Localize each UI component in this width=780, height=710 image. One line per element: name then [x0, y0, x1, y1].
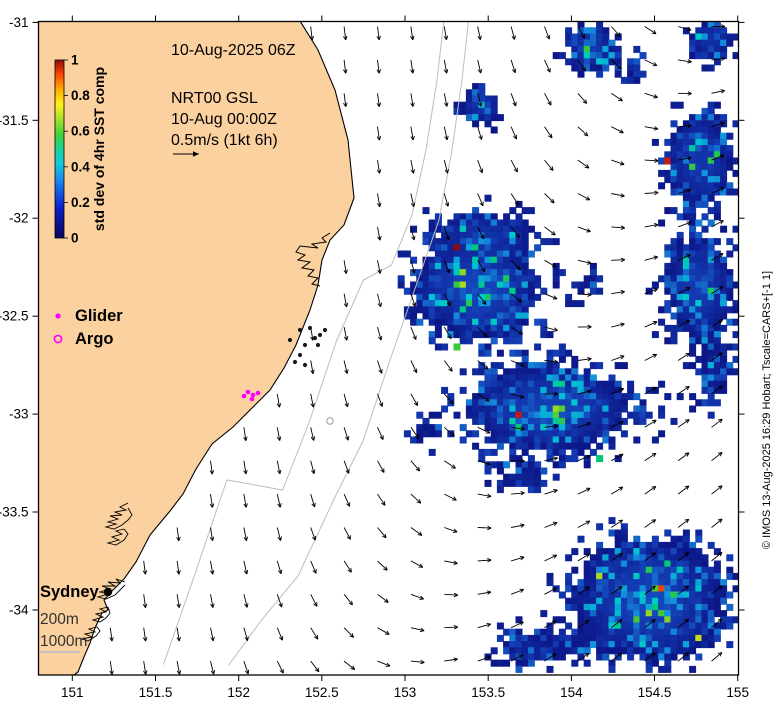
svg-text:154: 154: [560, 685, 583, 700]
svg-text:-33.5: -33.5: [0, 505, 29, 520]
svg-text:0.2: 0.2: [71, 195, 90, 210]
svg-text:10-Aug-2025 06Z: 10-Aug-2025 06Z: [171, 42, 296, 59]
svg-text:154.5: 154.5: [638, 685, 672, 700]
svg-text:200m: 200m: [40, 611, 79, 628]
svg-text:-34: -34: [9, 603, 29, 618]
svg-text:0.4: 0.4: [71, 159, 90, 174]
svg-text:0.8: 0.8: [71, 88, 90, 103]
svg-text:0.5m/s (1kt 6h): 0.5m/s (1kt 6h): [171, 132, 278, 149]
svg-text:1000m: 1000m: [40, 633, 87, 650]
svg-text:10-Aug 00:00Z: 10-Aug 00:00Z: [171, 111, 277, 128]
svg-text:151.5: 151.5: [139, 685, 173, 700]
svg-text:152.5: 152.5: [305, 685, 339, 700]
svg-text:std dev of 4hr SST comp: std dev of 4hr SST comp: [91, 67, 107, 231]
svg-text:NRT00 GSL: NRT00 GSL: [171, 90, 258, 107]
svg-text:Glider: Glider: [75, 307, 123, 325]
svg-text:153.5: 153.5: [471, 685, 505, 700]
svg-text:-33: -33: [9, 407, 29, 422]
svg-text:155: 155: [726, 685, 749, 700]
svg-text:-31: -31: [9, 15, 29, 30]
svg-text:153: 153: [394, 685, 417, 700]
svg-text:Sydney: Sydney: [40, 583, 100, 601]
svg-text:152: 152: [227, 685, 250, 700]
svg-text:151: 151: [61, 685, 84, 700]
svg-text:© IMOS 13-Aug-2025 16:29 Hobar: © IMOS 13-Aug-2025 16:29 Hobart; Tscale=…: [761, 271, 773, 549]
svg-text:-31.5: -31.5: [0, 113, 29, 128]
svg-text:0.6: 0.6: [71, 124, 90, 139]
svg-text:1: 1: [71, 53, 79, 68]
svg-text:Argo: Argo: [75, 330, 114, 348]
svg-text:-32.5: -32.5: [0, 309, 29, 324]
svg-text:-32: -32: [9, 211, 29, 226]
svg-text:0: 0: [71, 231, 79, 246]
